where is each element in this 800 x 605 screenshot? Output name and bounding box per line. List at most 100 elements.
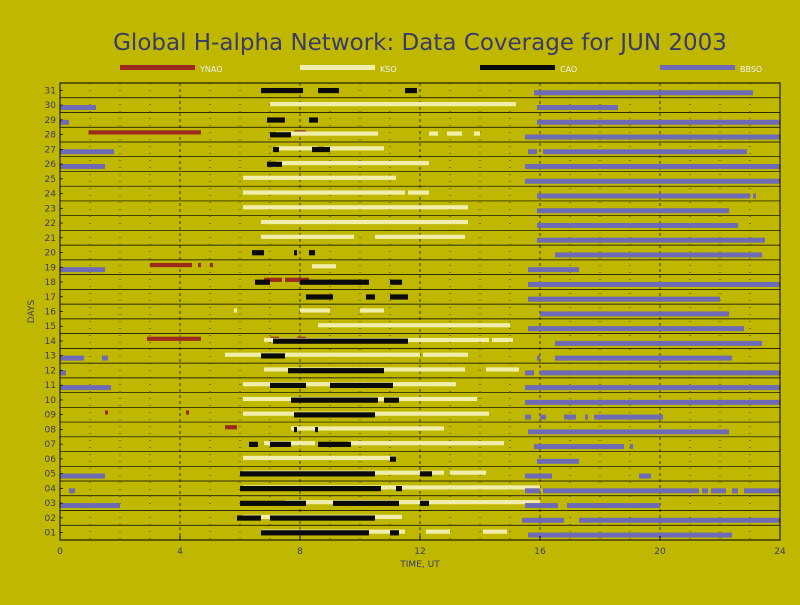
coverage-bar-cao	[270, 382, 306, 389]
coverage-bar-bbso	[744, 488, 780, 494]
coverage-bar-ynao	[88, 130, 201, 135]
coverage-bar-cao	[255, 279, 270, 285]
grid	[60, 82, 780, 541]
coverage-bar-bbso	[528, 326, 744, 332]
coverage-bar-bbso	[60, 385, 111, 391]
coverage-bar-bbso	[525, 488, 540, 494]
y-tick-label: 16	[45, 308, 57, 318]
coverage-bar-bbso	[525, 473, 552, 479]
coverage-bar-bbso	[543, 488, 699, 494]
coverage-bar-kso	[276, 131, 378, 136]
coverage-bar-bbso	[60, 149, 114, 155]
coverage-bar-bbso	[60, 370, 66, 376]
legend-label: KSO	[380, 65, 397, 74]
coverage-bar-kso	[429, 131, 438, 136]
coverage-bar-kso	[291, 426, 444, 431]
y-tick-label: 23	[45, 204, 56, 214]
coverage-bar-cao	[237, 515, 261, 521]
coverage-bar-bbso	[522, 517, 564, 523]
coverage-bar-ynao	[150, 262, 192, 268]
series-cao	[237, 87, 432, 536]
x-tick-label: 12	[414, 547, 425, 557]
coverage-bar-kso	[375, 234, 465, 239]
y-tick-label: 10	[45, 396, 57, 406]
coverage-bar-cao	[294, 427, 297, 433]
x-axis: 0 4 8 12 16 20 24	[57, 536, 786, 557]
coverage-bar-cao	[330, 382, 393, 389]
coverage-bar-bbso	[537, 105, 618, 111]
coverage-bar-cao	[270, 132, 291, 138]
coverage-bar-cao	[273, 146, 279, 153]
coverage-bar-cao	[420, 471, 432, 477]
y-tick-label: 12	[45, 366, 56, 376]
coverage-bar-bbso	[525, 399, 780, 405]
coverage-bar-ynao	[198, 262, 201, 268]
coverage-bar-cao	[294, 412, 375, 418]
coverage-bar-cao	[267, 161, 282, 167]
y-axis-label: DAYS	[27, 299, 37, 323]
x-tick-label: 8	[297, 547, 303, 557]
coverage-bar-bbso	[60, 267, 105, 273]
coverage-bar-bbso	[528, 267, 579, 273]
y-tick-label: 31	[45, 86, 56, 96]
y-tick-label: 04	[45, 484, 57, 494]
y-tick-label: 02	[45, 514, 56, 524]
coverage-bar-cao	[390, 279, 402, 285]
y-tick-label: 14	[45, 337, 57, 347]
coverage-bar-bbso	[555, 355, 732, 361]
y-tick-label: 30	[45, 101, 57, 111]
x-tick-label: 16	[534, 547, 546, 557]
y-tick-label: 11	[45, 381, 56, 391]
coverage-bar-cao	[315, 427, 318, 433]
coverage-bar-kso	[492, 337, 513, 343]
x-tick-label: 24	[774, 547, 786, 557]
y-tick-label: 03	[45, 499, 56, 509]
coverage-bar-ynao	[225, 425, 237, 430]
coverage-bar-bbso	[537, 237, 765, 243]
y-tick-label: 27	[45, 145, 56, 155]
coverage-bar-bbso	[528, 429, 729, 435]
coverage-bar-cao	[270, 441, 291, 447]
chart-title: Global H-alpha Network: Data Coverage fo…	[113, 30, 727, 56]
y-tick-label: 25	[45, 175, 56, 185]
coverage-bar-bbso	[60, 355, 84, 361]
legend-label: CAO	[560, 65, 577, 74]
coverage-bar-cao	[240, 500, 306, 506]
y-tick-label: 01	[45, 529, 56, 539]
coverage-bar-cao	[318, 441, 351, 447]
y-tick-label: 15	[45, 322, 56, 332]
coverage-bar-bbso	[525, 178, 780, 184]
coverage-bar-bbso	[732, 488, 738, 494]
y-tick-label: 22	[45, 219, 56, 229]
coverage-bar-bbso	[537, 193, 750, 199]
y-tick-label: 28	[45, 131, 57, 141]
coverage-bar-kso	[243, 205, 468, 210]
coverage-bar-ynao	[147, 336, 201, 341]
coverage-bar-kso	[486, 367, 519, 372]
coverage-bar-ynao	[285, 277, 309, 282]
coverage-bar-ynao	[105, 410, 108, 415]
coverage-bar-cao	[261, 530, 369, 536]
y-tick-label: 19	[45, 263, 57, 273]
y-tick-label: 13	[45, 352, 56, 362]
coverage-bar-bbso	[555, 252, 762, 258]
y-tick-label: 29	[45, 116, 57, 126]
coverage-bar-bbso	[525, 385, 780, 391]
coverage-bar-bbso	[528, 149, 537, 155]
coverage-bar-cao	[390, 294, 408, 300]
coverage-bar-kso	[225, 352, 420, 357]
coverage-bar-bbso	[579, 517, 780, 523]
coverage-bar-bbso	[525, 163, 780, 169]
legend-label: YNAO	[199, 65, 223, 74]
coverage-bar-cao	[396, 486, 402, 492]
y-tick-label: 20	[45, 249, 57, 259]
coverage-bar-cao	[312, 146, 330, 153]
series-bbso	[60, 90, 780, 538]
coverage-bar-cao	[306, 294, 333, 300]
legend-swatch	[300, 65, 375, 70]
coverage-bar-bbso	[537, 458, 579, 464]
coverage-bar-cao	[300, 279, 369, 285]
x-tick-label: 0	[57, 547, 63, 557]
